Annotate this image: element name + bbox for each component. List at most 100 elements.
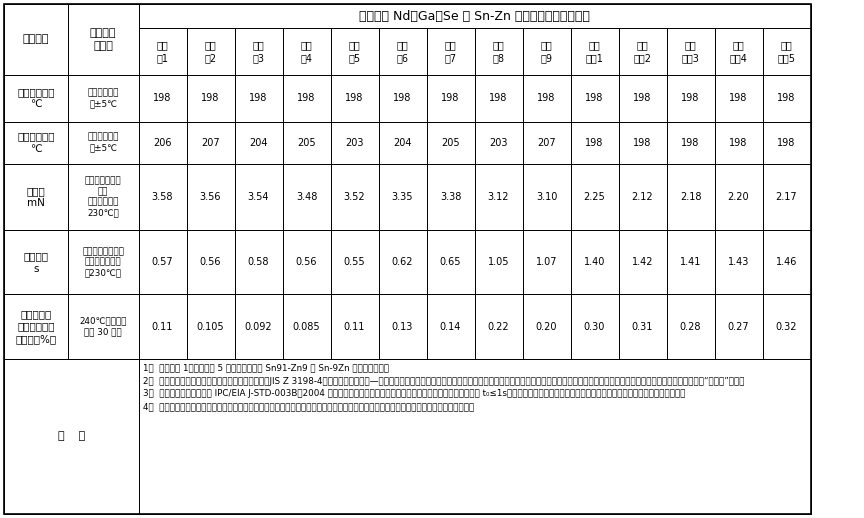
Bar bbox=[3, 75, 68, 122]
Bar bbox=[331, 230, 378, 294]
Text: 1.41: 1.41 bbox=[680, 257, 702, 267]
Bar bbox=[427, 28, 474, 75]
Text: 198: 198 bbox=[729, 93, 747, 103]
Bar bbox=[187, 164, 234, 230]
Bar bbox=[3, 4, 68, 75]
Bar bbox=[619, 122, 666, 164]
Bar bbox=[378, 28, 427, 75]
Bar bbox=[763, 122, 810, 164]
Text: 实施
例6: 实施 例6 bbox=[397, 40, 409, 63]
Text: 198: 198 bbox=[633, 138, 651, 148]
Text: 1.46: 1.46 bbox=[776, 257, 797, 267]
Bar bbox=[619, 230, 666, 294]
Bar bbox=[523, 122, 570, 164]
Bar bbox=[474, 294, 523, 359]
Text: 198: 198 bbox=[393, 93, 412, 103]
Bar bbox=[3, 122, 68, 164]
Bar bbox=[715, 75, 763, 122]
Bar bbox=[68, 75, 138, 122]
Text: 0.11: 0.11 bbox=[344, 322, 365, 332]
Bar bbox=[378, 75, 427, 122]
Text: 198: 198 bbox=[682, 138, 700, 148]
Bar bbox=[187, 294, 234, 359]
Bar bbox=[331, 164, 378, 230]
Text: 2.20: 2.20 bbox=[727, 192, 749, 202]
Text: 198: 198 bbox=[537, 93, 556, 103]
Text: 0.56: 0.56 bbox=[295, 257, 317, 267]
Text: 3.58: 3.58 bbox=[152, 192, 174, 202]
Bar bbox=[763, 28, 810, 75]
Bar bbox=[715, 230, 763, 294]
Text: 0.31: 0.31 bbox=[632, 322, 653, 332]
Text: 206: 206 bbox=[153, 138, 172, 148]
Bar bbox=[666, 122, 715, 164]
Text: 3.52: 3.52 bbox=[344, 192, 365, 202]
Bar bbox=[619, 164, 666, 230]
Bar bbox=[138, 4, 810, 28]
Text: 实施
例5: 实施 例5 bbox=[348, 40, 360, 63]
Bar bbox=[138, 75, 187, 122]
Bar bbox=[763, 164, 810, 230]
Bar bbox=[474, 28, 523, 75]
Text: 0.092: 0.092 bbox=[245, 322, 272, 332]
Text: 0.55: 0.55 bbox=[344, 257, 365, 267]
Text: 203: 203 bbox=[489, 138, 508, 148]
Text: 3.10: 3.10 bbox=[536, 192, 557, 202]
Bar bbox=[331, 75, 378, 122]
Text: 对比
试样5: 对比 试样5 bbox=[778, 40, 796, 63]
Text: 润湿力
mN: 润湿力 mN bbox=[27, 186, 45, 208]
Text: 3.48: 3.48 bbox=[295, 192, 317, 202]
Text: 1.05: 1.05 bbox=[488, 257, 509, 267]
Bar bbox=[138, 164, 187, 230]
Text: 实施
例2: 实施 例2 bbox=[205, 40, 217, 63]
Text: 备    注: 备 注 bbox=[58, 431, 85, 441]
Text: 钔料抗氧化
能力（单位质
量增重，%）: 钔料抗氧化 能力（单位质 量增重，%） bbox=[16, 309, 56, 344]
Bar bbox=[3, 294, 68, 359]
Text: 测试项目: 测试项目 bbox=[22, 35, 49, 45]
Bar bbox=[474, 164, 523, 230]
Bar bbox=[3, 359, 138, 514]
Text: 198: 198 bbox=[585, 93, 604, 103]
Bar bbox=[427, 230, 474, 294]
Bar bbox=[666, 230, 715, 294]
Text: 198: 198 bbox=[297, 93, 315, 103]
Bar bbox=[187, 28, 234, 75]
Text: 0.11: 0.11 bbox=[152, 322, 173, 332]
Bar bbox=[234, 164, 283, 230]
Bar bbox=[187, 75, 234, 122]
Bar bbox=[427, 294, 474, 359]
Bar bbox=[138, 294, 187, 359]
Text: 1.43: 1.43 bbox=[727, 257, 749, 267]
Text: 203: 203 bbox=[346, 138, 364, 148]
Text: 204: 204 bbox=[393, 138, 412, 148]
Bar bbox=[283, 294, 331, 359]
Text: 对比
试样1: 对比 试样1 bbox=[586, 40, 603, 63]
Bar bbox=[234, 122, 283, 164]
Text: 0.28: 0.28 bbox=[680, 322, 702, 332]
Text: 液相线温度，
℃: 液相线温度， ℃ bbox=[17, 132, 54, 154]
Bar bbox=[378, 230, 427, 294]
Text: 198: 198 bbox=[633, 93, 651, 103]
Text: 3.38: 3.38 bbox=[440, 192, 461, 202]
Bar bbox=[378, 122, 427, 164]
Text: 试验条件
及方法: 试验条件 及方法 bbox=[90, 28, 117, 51]
Bar bbox=[234, 75, 283, 122]
Text: 实施
例9: 实施 例9 bbox=[541, 40, 553, 63]
Bar bbox=[187, 230, 234, 294]
Bar bbox=[523, 75, 570, 122]
Bar bbox=[68, 230, 138, 294]
Bar bbox=[715, 122, 763, 164]
Text: 2.25: 2.25 bbox=[584, 192, 606, 202]
Text: 2.18: 2.18 bbox=[680, 192, 702, 202]
Bar bbox=[715, 28, 763, 75]
Bar bbox=[715, 294, 763, 359]
Text: 1.40: 1.40 bbox=[584, 257, 605, 267]
Bar bbox=[570, 164, 619, 230]
Bar bbox=[283, 122, 331, 164]
Bar bbox=[138, 359, 810, 514]
Text: 207: 207 bbox=[537, 138, 556, 148]
Bar bbox=[283, 28, 331, 75]
Text: 实施
例3: 实施 例3 bbox=[252, 40, 264, 63]
Bar bbox=[68, 122, 138, 164]
Bar bbox=[3, 164, 68, 230]
